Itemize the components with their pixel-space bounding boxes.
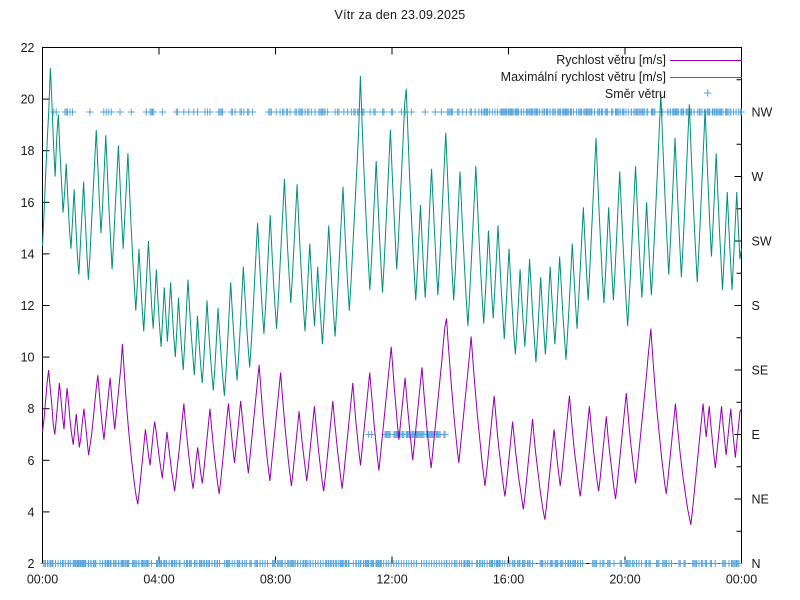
plus-marker-icon: + xyxy=(703,85,712,102)
legend-key-max-wind-speed xyxy=(670,77,742,78)
legend-label-wind-speed: Rychlost větru [m/s] xyxy=(556,53,666,67)
svg-text:NW: NW xyxy=(752,106,773,120)
svg-text:SE: SE xyxy=(752,364,769,378)
legend-label-max-wind-speed: Maximální rychlost větru [m/s] xyxy=(500,70,666,84)
chart-title: Vítr za den 23.09.2025 xyxy=(334,8,466,22)
legend-item-wind-direction: Směr větru + xyxy=(498,85,746,103)
legend-item-max-wind-speed: Maximální rychlost větru [m/s] xyxy=(498,69,746,86)
svg-text:22: 22 xyxy=(21,41,35,55)
x-axis-ticks xyxy=(42,47,742,564)
svg-text:W: W xyxy=(752,170,764,184)
svg-text:E: E xyxy=(752,428,760,442)
legend-key-wind-speed xyxy=(670,60,742,61)
plot-frame xyxy=(42,47,742,564)
svg-text:S: S xyxy=(752,299,760,313)
legend-label-wind-direction: Směr větru xyxy=(604,87,666,101)
svg-text:00:00: 00:00 xyxy=(726,573,757,587)
svg-text:20:00: 20:00 xyxy=(609,573,640,587)
svg-text:08:00: 08:00 xyxy=(260,573,291,587)
axis-tick-labels: 2 4 6 8 10 12 14 16 18 20 22 N NE E SE S SW W NW 00:00 04:00… xyxy=(21,41,773,587)
svg-text:16: 16 xyxy=(21,196,35,210)
svg-text:2: 2 xyxy=(28,557,35,571)
y2-axis-ticks xyxy=(734,79,742,564)
wind-direction-points xyxy=(40,108,745,567)
svg-text:10: 10 xyxy=(21,351,35,365)
svg-text:NE: NE xyxy=(752,493,769,507)
svg-text:18: 18 xyxy=(21,144,35,158)
svg-text:00:00: 00:00 xyxy=(27,573,58,587)
max-wind-speed-line xyxy=(42,68,742,396)
legend-key-wind-direction xyxy=(670,94,742,95)
svg-text:8: 8 xyxy=(28,402,35,416)
svg-text:4: 4 xyxy=(28,505,35,519)
svg-text:12: 12 xyxy=(21,299,35,313)
svg-text:SW: SW xyxy=(752,235,772,249)
wind-speed-line xyxy=(42,318,742,525)
svg-text:14: 14 xyxy=(21,247,35,261)
svg-text:6: 6 xyxy=(28,454,35,468)
svg-text:N: N xyxy=(752,557,761,571)
svg-text:12:00: 12:00 xyxy=(376,573,407,587)
chart-legend: Rychlost větru [m/s] Maximální rychlost … xyxy=(498,52,746,103)
svg-text:04:00: 04:00 xyxy=(143,573,174,587)
svg-text:20: 20 xyxy=(21,93,35,107)
svg-text:16:00: 16:00 xyxy=(493,573,524,587)
legend-item-wind-speed: Rychlost větru [m/s] xyxy=(498,52,746,69)
